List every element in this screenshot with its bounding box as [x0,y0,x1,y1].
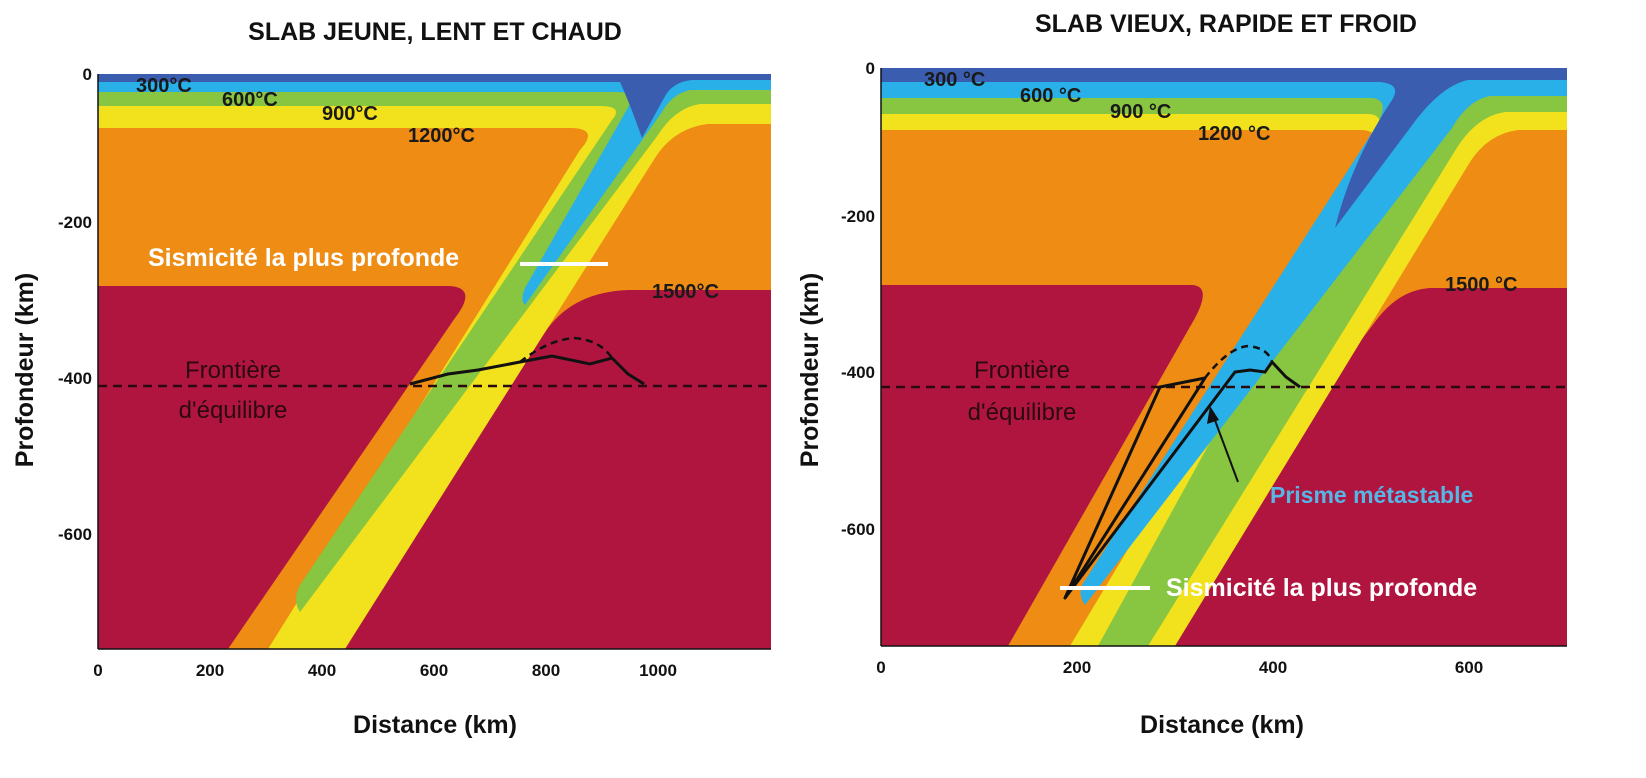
panel-left-title: SLAB JEUNE, LENT ET CHAUD [248,18,622,46]
left-xtick-2: 400 [308,661,336,680]
phase-boundary-solid [409,354,645,386]
panel-left-plot [98,74,771,649]
right-isotherm-1200: 1200 °C [1198,123,1271,145]
left-ytick-0: 0 [83,65,92,84]
metastable-arrow-head [1207,406,1219,424]
left-x-axis-label: Distance (km) [353,711,517,739]
panel-right-plot [881,68,1567,646]
phase-boundary-dashed [1204,344,1274,379]
left-isotherm-1200: 1200°C [408,125,475,147]
right-isotherm-1500: 1500 °C [1445,274,1518,296]
phase-boundary-solid [1063,359,1301,599]
left-frontier-label-line1: Frontière [185,357,281,384]
right-xtick-1: 200 [1063,658,1091,677]
isotherm-1200-zone [98,74,771,649]
metastable-prism-label: Prisme métastable [1270,482,1473,508]
left-isotherm-300: 300°C [136,75,192,97]
right-isotherm-300: 300 °C [924,69,985,91]
right-frontier-label-line2: d'équilibre [968,399,1077,426]
right-xtick-3: 600 [1455,658,1483,677]
left-ytick-2: -400 [58,369,92,388]
panel-right: SLAB VIEUX, RAPIDE ET FROID [796,10,1567,739]
left-y-axis-label: Profondeur (km) [11,273,39,467]
isotherm-900-zone [881,68,1567,646]
right-ytick-1: -200 [841,207,875,226]
metastable-arrow [1212,414,1239,483]
left-xtick-5: 1000 [639,661,677,680]
isotherm-900-zone [98,74,771,612]
right-ytick-2: -400 [841,363,875,382]
isotherm-300-zone [98,74,771,138]
panel-left: SLAB JEUNE, LENT ET CHAUD 0 [11,18,771,739]
left-xtick-3: 600 [420,661,448,680]
right-ytick-3: -600 [841,520,875,539]
right-y-axis-label: Profondeur (km) [796,273,824,467]
left-isotherm-900: 900°C [322,103,378,125]
panel-right-title: SLAB VIEUX, RAPIDE ET FROID [1035,10,1417,38]
right-isotherm-900: 900 °C [1110,101,1171,123]
left-xtick-0: 0 [93,661,102,680]
right-isotherm-600: 600 °C [1020,85,1081,107]
left-frontier-label-line2: d'équilibre [179,397,288,424]
left-deepest-seismicity-label: Sismicité la plus profonde [148,244,459,272]
right-ytick-0: 0 [866,59,875,78]
metastable-prism-outline [1063,376,1207,600]
left-xtick-1: 200 [196,661,224,680]
right-deepest-seismicity-label: Sismicité la plus profonde [1166,574,1477,602]
left-isotherm-600: 600°C [222,89,278,111]
right-frontier-label-line1: Frontière [974,357,1070,384]
left-xtick-4: 800 [532,661,560,680]
right-x-axis-label: Distance (km) [1140,711,1304,739]
right-xtick-2: 400 [1259,658,1287,677]
isotherm-300-zone [881,68,1567,228]
right-xtick-0: 0 [876,658,885,677]
left-ytick-1: -200 [58,213,92,232]
left-isotherm-1500: 1500°C [652,281,719,303]
left-ytick-3: -600 [58,525,92,544]
